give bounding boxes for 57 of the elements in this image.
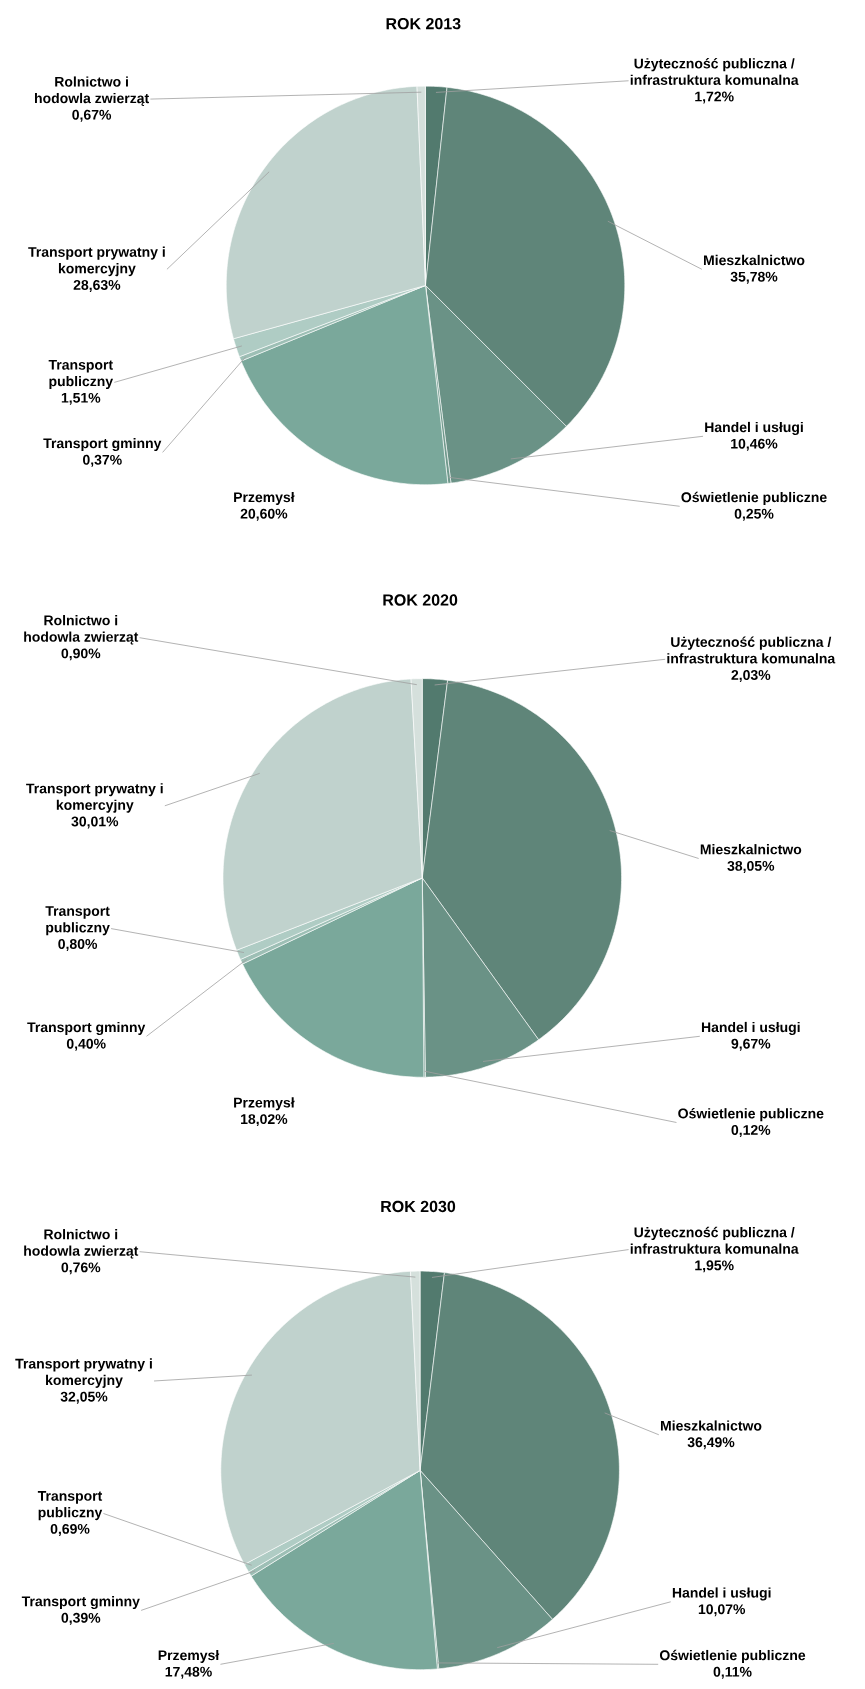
slice-label: Transport gminny bbox=[21, 1595, 140, 1610]
data-label: 38,05% bbox=[727, 860, 775, 873]
data-label: 30,01% bbox=[71, 816, 119, 829]
data-label: 0,39% bbox=[61, 1612, 101, 1625]
chart-title: ROK 2020 bbox=[383, 594, 458, 606]
slice-label: Mieszkalnictwo bbox=[660, 1420, 762, 1431]
data-label: 2,03% bbox=[731, 670, 771, 682]
slice-label: Handel i usługi bbox=[672, 1587, 771, 1601]
data-label: 0,25% bbox=[734, 508, 774, 521]
data-label: 28,63% bbox=[73, 279, 121, 292]
slice-label: Transport prywatny i komercyjny bbox=[28, 246, 165, 277]
slice-label: Przemysł bbox=[158, 1649, 220, 1663]
slice-label: Mieszkalnictwo bbox=[703, 254, 805, 266]
slice-label: Użyteczność publiczna / infrastruktura komunalna bbox=[630, 1226, 799, 1254]
data-label: 0,76% bbox=[61, 1262, 101, 1275]
data-label: 20,60% bbox=[240, 508, 288, 521]
data-label: 1,95% bbox=[695, 1260, 734, 1273]
slice-label: Użyteczność publiczna / infrastruktura komunalna bbox=[630, 58, 799, 85]
data-label: 36,49% bbox=[687, 1437, 735, 1450]
data-label: 0,90% bbox=[61, 648, 101, 661]
data-label: 18,02% bbox=[241, 1114, 288, 1127]
slice-label: Oświetlenie publiczne bbox=[659, 1649, 806, 1663]
slice-label: Transport gminny bbox=[43, 437, 162, 452]
data-label: 0,80% bbox=[58, 939, 98, 951]
data-label: 32,05% bbox=[60, 1391, 108, 1404]
data-label: 35,78% bbox=[730, 271, 778, 284]
slice-label: Mieszkalnictwo bbox=[700, 844, 802, 855]
slice-label: Rolnictwo i hodowla zwierząt bbox=[24, 1229, 139, 1259]
slice-label: Rolnictwo i hodowla zwierząt bbox=[24, 615, 139, 645]
slice-label: Przemysł bbox=[234, 491, 295, 505]
data-label: 0,67% bbox=[72, 109, 112, 122]
chart-title: ROK 2030 bbox=[381, 1200, 456, 1213]
slice-label: Transport prywatny i komercyjny bbox=[15, 1358, 152, 1388]
chart-title: ROK 2013 bbox=[386, 18, 461, 30]
slice-label: Rolnictwo i hodowla zwierząt bbox=[35, 76, 149, 106]
data-label: 0,69% bbox=[50, 1523, 90, 1536]
slice-label: Handel i usługi bbox=[701, 1021, 800, 1035]
data-label: 1,51% bbox=[61, 392, 101, 405]
data-label: 0,11% bbox=[713, 1666, 752, 1679]
slice-label: Oświetlenie publiczne bbox=[678, 1108, 824, 1122]
data-label: 0,40% bbox=[66, 1038, 106, 1051]
slice-label: Transport prywatny i komercyjny bbox=[26, 783, 163, 813]
slice-label: Transport publiczny bbox=[45, 906, 110, 936]
slice-label: Użyteczność publiczna / infrastruktura komunalna bbox=[667, 636, 836, 664]
slice-label: Transport gminny bbox=[27, 1021, 146, 1035]
data-label: 10,07% bbox=[698, 1604, 746, 1617]
data-label: 1,72% bbox=[695, 91, 734, 104]
data-label: 0,37% bbox=[83, 454, 122, 467]
slice-label: Oświetlenie publiczne bbox=[681, 491, 827, 505]
data-label: 10,46% bbox=[731, 438, 778, 451]
data-label: 17,48% bbox=[165, 1666, 212, 1679]
slice-label: Transport publiczny bbox=[37, 1491, 103, 1521]
data-label: 9,67% bbox=[731, 1038, 771, 1051]
slice-label: Przemysł bbox=[234, 1097, 295, 1111]
slice-label: Transport publiczny bbox=[48, 359, 114, 390]
data-label: 0,12% bbox=[731, 1125, 771, 1137]
slice-label: Handel i usługi bbox=[705, 421, 803, 435]
